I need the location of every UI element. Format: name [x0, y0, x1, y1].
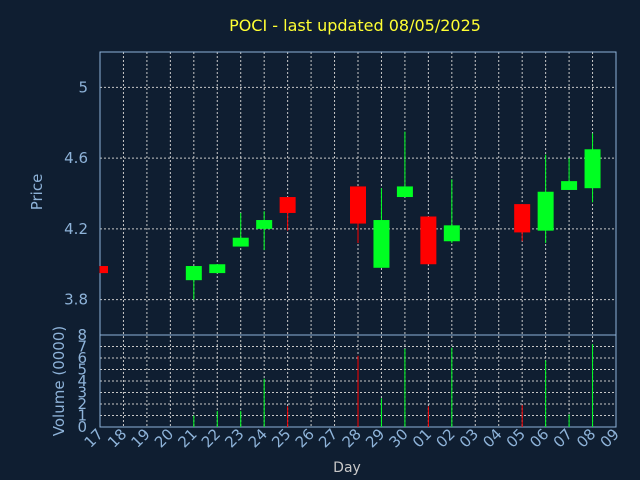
- volume-tick-label: 8: [77, 326, 87, 344]
- x-tick-label: 03: [456, 425, 482, 451]
- candle-body: [373, 220, 390, 268]
- x-tick-label: 05: [503, 425, 529, 451]
- candle-body: [420, 216, 437, 265]
- x-tick-label: 19: [128, 425, 154, 451]
- volume-tick-label: 2: [77, 395, 87, 413]
- x-tick-label: 08: [573, 425, 599, 451]
- candle-body: [443, 225, 460, 242]
- tick-labels: 3.84.24.65012345678171819202122232425262…: [64, 78, 623, 451]
- volume-tick-label: 7: [77, 338, 87, 356]
- candle-body: [584, 149, 601, 189]
- x-tick-label: 28: [339, 425, 365, 451]
- x-tick-label: 21: [174, 425, 200, 451]
- x-tick-label: 18: [104, 425, 130, 451]
- volume-tick-label: 5: [77, 361, 87, 379]
- chart-title: POCI - last updated 08/05/2025: [229, 16, 481, 35]
- x-tick-label: 09: [597, 425, 623, 451]
- volume-tick-label: 3: [77, 384, 87, 402]
- y-tick-label: 5: [78, 78, 88, 96]
- x-axis-label: Day: [333, 460, 361, 476]
- x-tick-label: 25: [268, 425, 294, 451]
- volume-axis-label: Volume (0000): [50, 326, 68, 436]
- volume-tick-label: 6: [77, 349, 87, 367]
- candle-body: [279, 197, 296, 213]
- x-tick-label: 27: [315, 425, 341, 451]
- candle-body: [396, 186, 413, 198]
- candle-body: [100, 266, 108, 274]
- candle-body: [232, 237, 249, 247]
- x-tick-label: 23: [221, 425, 247, 451]
- x-tick-label: 06: [526, 425, 552, 451]
- x-tick-label: 20: [151, 425, 177, 451]
- candle-body: [514, 204, 531, 233]
- candle-body: [350, 186, 366, 224]
- y-tick-label: 4.2: [64, 220, 88, 238]
- volume-tick-label: 1: [77, 407, 87, 425]
- candle-body: [561, 181, 578, 190]
- volume-tick-label: 4: [77, 372, 87, 390]
- x-tick-label: 02: [432, 425, 458, 451]
- x-tick-label: 30: [386, 425, 412, 451]
- volume-tick-label: 0: [77, 418, 87, 436]
- candle-body: [185, 266, 202, 281]
- candle-body: [209, 264, 226, 274]
- x-tick-label: 04: [479, 425, 505, 451]
- x-tick-label: 26: [292, 425, 318, 451]
- x-tick-label: 01: [409, 425, 435, 451]
- x-tick-label: 24: [245, 425, 271, 451]
- y-tick-label: 3.8: [64, 291, 88, 309]
- x-tick-label: 29: [362, 425, 388, 451]
- y-tick-label: 4.6: [64, 149, 88, 167]
- chart-marks: [99, 131, 601, 427]
- candle-body: [537, 191, 554, 231]
- x-tick-label: 07: [550, 425, 576, 451]
- x-tick-label: 22: [198, 425, 224, 451]
- candle-body: [256, 220, 273, 229]
- y-axis-label: Price: [28, 174, 46, 211]
